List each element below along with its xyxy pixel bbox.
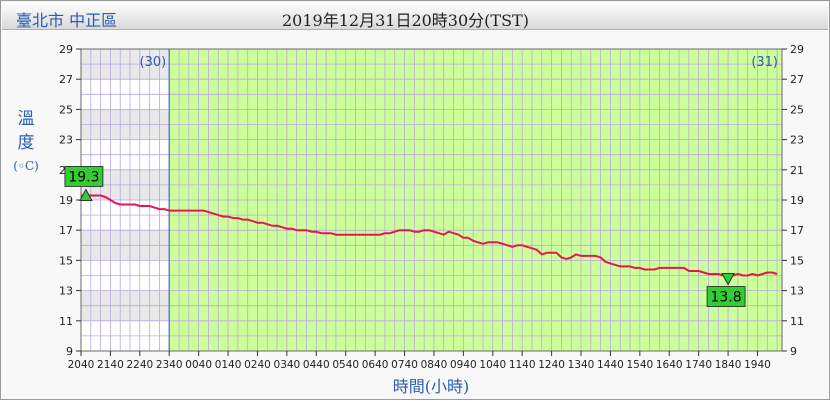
y-tick-label-left: 11 [59,315,73,328]
y-tick-label-right: 9 [790,345,797,358]
y-tick-label-left: 9 [66,345,73,358]
x-tick-label: 1340 [568,359,595,371]
max-marker [79,188,93,201]
y-tick-label-right: 27 [790,73,804,86]
x-tick-label: 0040 [185,359,212,371]
y-tick-label-right: 29 [790,43,804,56]
x-tick-label: 1840 [715,359,742,371]
x-tick-label: 0840 [421,359,448,371]
temperature-line [81,194,778,280]
y-tick-label-right: 15 [790,254,804,267]
x-tick-label: 0240 [244,359,271,371]
x-tick-label: 1640 [656,359,683,371]
y-tick-label-left: 19 [59,194,73,207]
x-tick-label: 2340 [156,359,183,371]
max-label-box [64,166,104,187]
y-tick-label-right: 11 [790,315,804,328]
x-tick-label: 1040 [479,359,506,371]
day-marker-label: (30) [140,55,167,70]
y-tick-label-left: 17 [59,224,73,237]
y-tick-label-right: 23 [790,134,804,147]
y-axis-label-line2: 度 [17,133,35,153]
x-tick-label: 0940 [450,359,477,371]
y-tick-label-right: 13 [790,285,804,298]
y-tick-label-right: 25 [790,103,804,116]
location-title: 臺北市 中正區 [16,11,118,30]
y-tick-label-right: 17 [790,224,804,237]
min-label: 13.8 [710,290,741,306]
x-tick-label: 1240 [538,359,565,371]
x-tick-label: 1440 [597,359,624,371]
header-bar: 臺北市 中正區 2019年12月31日20時30分(TST) [2,2,828,30]
x-tick-label: 0740 [391,359,418,371]
y-axis-unit: (◦C) [13,159,39,173]
x-tick-label: 0540 [332,359,359,371]
x-axis-label: 時間(小時) [392,377,470,396]
y-tick-label-left: 15 [59,254,73,267]
x-tick-label: 0440 [303,359,330,371]
y-tick-label-left: 27 [59,73,73,86]
day-marker-label: (31) [751,55,778,70]
timestamp-title: 2019年12月31日20時30分(TST) [282,11,529,30]
y-tick-label-right: 19 [790,194,804,207]
min-marker [721,273,735,286]
x-tick-label: 1740 [685,359,712,371]
x-tick-label: 2140 [97,359,124,371]
max-label: 19.3 [68,169,99,185]
y-axis-label-line1: 溫 [17,109,35,129]
x-tick-label: 0640 [362,359,389,371]
x-tick-label: 2040 [68,359,95,371]
y-tick-label-right: 21 [790,164,804,177]
x-tick-label: 0140 [215,359,242,371]
y-tick-label-left: 13 [59,285,73,298]
x-tick-label: 1540 [626,359,653,371]
x-tick-label: 1940 [744,359,771,371]
y-axis-label: 溫 度 (◦C) [9,107,43,177]
y-tick-label-left: 25 [59,103,73,116]
x-tick-label: 1140 [509,359,536,371]
y-tick-label-left: 23 [59,134,73,147]
x-tick-label: 0340 [274,359,301,371]
x-tick-label: 2240 [126,359,153,371]
y-tick-label-left: 29 [59,43,73,56]
min-label-box [706,286,746,307]
